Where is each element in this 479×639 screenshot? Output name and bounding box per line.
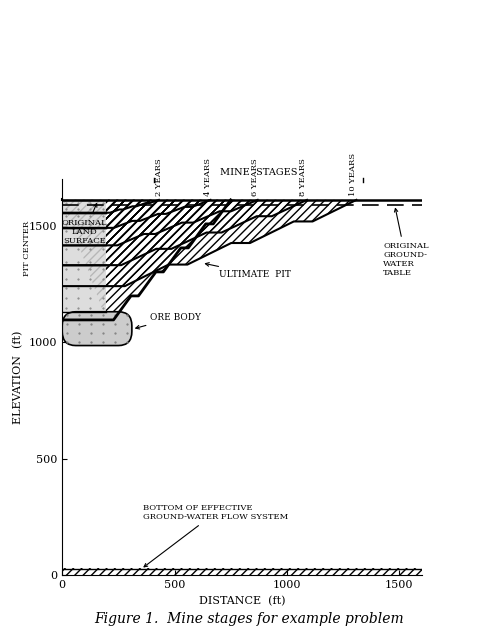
- Text: 4 YEARS: 4 YEARS: [204, 158, 212, 196]
- Text: ORIGINAL
GROUND-
WATER
TABLE: ORIGINAL GROUND- WATER TABLE: [383, 208, 429, 277]
- Text: 10 YEARS: 10 YEARS: [349, 153, 357, 196]
- Text: ULTIMATE  PIT: ULTIMATE PIT: [205, 263, 291, 279]
- Text: 8 YEARS: 8 YEARS: [298, 158, 307, 196]
- Text: PIT CENTER: PIT CENTER: [23, 221, 32, 276]
- Bar: [62, 245, 106, 265]
- Y-axis label: ELEVATION  (ft): ELEVATION (ft): [13, 330, 23, 424]
- Text: 6 YEARS: 6 YEARS: [251, 158, 259, 196]
- Text: 2 YEARS: 2 YEARS: [155, 158, 163, 196]
- Text: Figure 1.  Mine stages for example problem: Figure 1. Mine stages for example proble…: [94, 612, 404, 626]
- Bar: [62, 200, 106, 213]
- Bar: [62, 228, 106, 245]
- Text: ORIGINAL
LAND
SURFACE: ORIGINAL LAND SURFACE: [62, 204, 108, 245]
- Text: MINE  STAGES: MINE STAGES: [220, 167, 297, 176]
- Text: ORE BODY: ORE BODY: [136, 313, 201, 329]
- X-axis label: DISTANCE  (ft): DISTANCE (ft): [199, 596, 285, 606]
- Bar: [62, 213, 106, 228]
- FancyBboxPatch shape: [62, 312, 132, 346]
- Text: BOTTOM OF EFFECTIVE
GROUND-WATER FLOW SYSTEM: BOTTOM OF EFFECTIVE GROUND-WATER FLOW SY…: [143, 504, 288, 567]
- Bar: [62, 265, 106, 312]
